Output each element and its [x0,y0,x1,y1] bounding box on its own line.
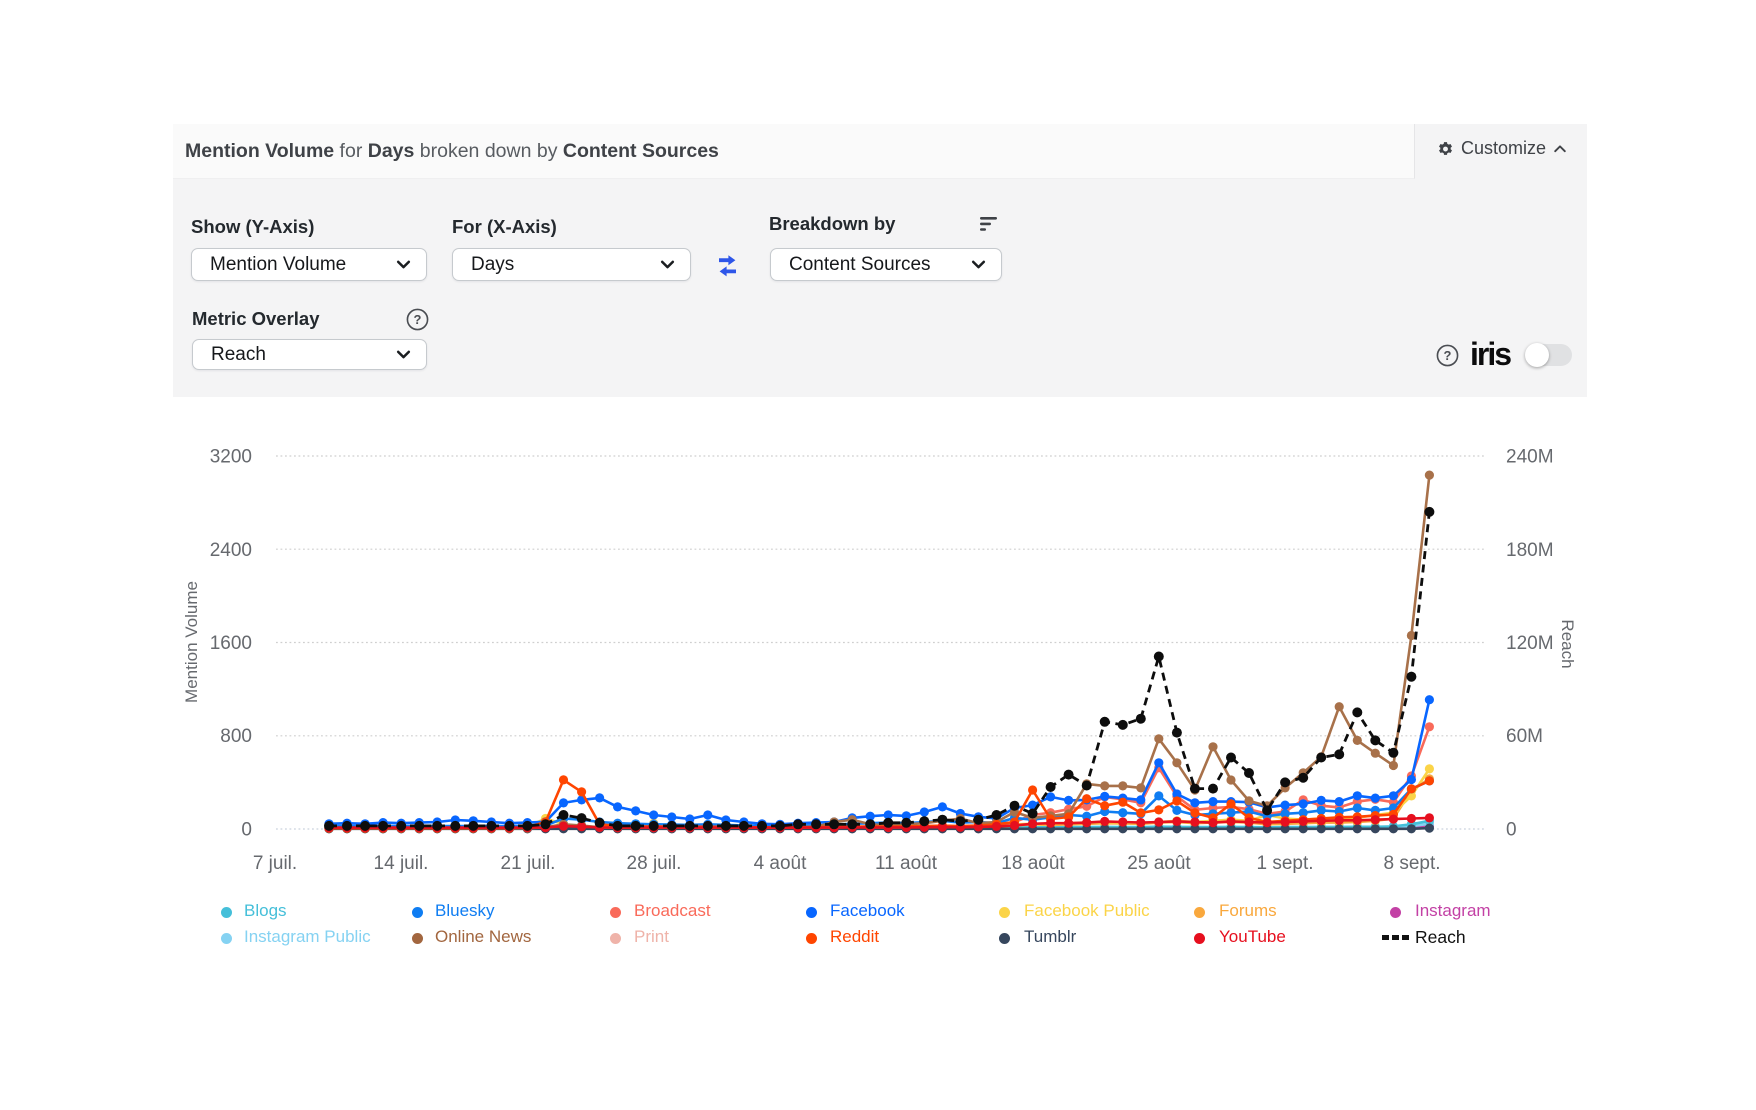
svg-text:Reach: Reach [1558,619,1577,668]
svg-text:1 sept.: 1 sept. [1256,853,1313,874]
svg-text:14 juil.: 14 juil. [374,853,429,874]
svg-text:21 juil.: 21 juil. [501,853,556,874]
svg-text:18 août: 18 août [1001,853,1065,874]
svg-text:11 août: 11 août [875,853,938,874]
svg-text:0: 0 [1506,820,1517,841]
svg-text:7 juil.: 7 juil. [253,853,297,874]
svg-text:240M: 240M [1506,447,1554,468]
svg-text:800: 800 [220,726,252,747]
svg-text:60M: 60M [1506,726,1543,747]
svg-text:8 sept.: 8 sept. [1383,853,1440,874]
svg-text:Mention Volume: Mention Volume [182,581,201,703]
svg-text:1600: 1600 [210,633,252,654]
svg-text:120M: 120M [1506,633,1554,654]
svg-text:2400: 2400 [210,540,252,561]
svg-text:25 août: 25 août [1127,853,1191,874]
svg-text:?: ? [414,312,422,327]
svg-text:28 juil.: 28 juil. [627,853,682,874]
svg-text:3200: 3200 [210,447,252,468]
svg-text:0: 0 [241,820,252,841]
svg-text:?: ? [1444,348,1452,363]
svg-text:180M: 180M [1506,540,1554,561]
svg-text:4 août: 4 août [754,853,808,874]
